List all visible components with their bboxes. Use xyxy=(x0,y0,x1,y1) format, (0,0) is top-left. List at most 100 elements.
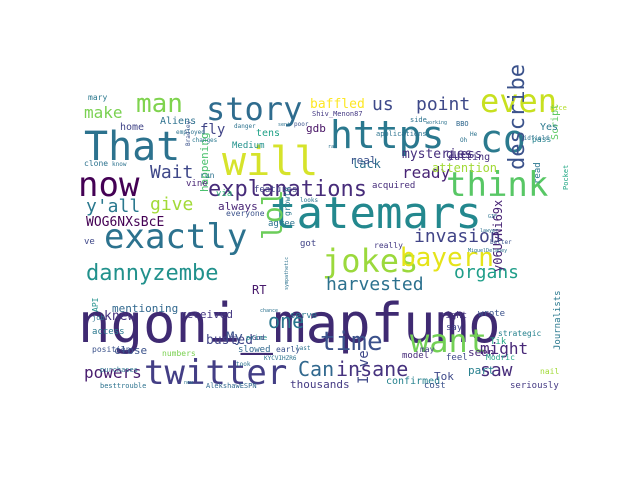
word-ve: ve xyxy=(84,237,95,247)
word-say: say xyxy=(446,323,463,333)
word-pocket: Pocket xyxy=(562,165,570,190)
word-numbers: numbers xyxy=(162,349,196,358)
word-applications: applications xyxy=(376,130,427,138)
word-looks: looks xyxy=(300,197,318,204)
word-danger: danger xyxy=(234,123,256,130)
word-lack: lack xyxy=(352,157,382,171)
word-saw: saw xyxy=(480,360,513,381)
word-tens: tens xyxy=(256,128,280,139)
word-kycvihzr6: KYCVIHZR6 xyxy=(264,355,297,362)
word-my: My xyxy=(226,330,243,346)
word-via: via xyxy=(216,189,232,199)
word-everyone: everyone xyxy=(226,209,265,218)
word-explanations: explanations xyxy=(208,177,367,202)
words-layer: ngoni_mapfumo tatemars https co That will stor… xyxy=(78,64,570,393)
word-cost: cost xyxy=(424,381,446,391)
word-y06uvni69x: y06UvNi69x xyxy=(491,200,505,272)
word-will: will xyxy=(222,139,318,185)
word-rt: RT xyxy=(252,283,266,297)
word-wog6nxsbce: WOG6NXsBcE xyxy=(86,215,164,230)
word-can: Can xyxy=(298,357,334,381)
word-chance: chance xyxy=(260,308,278,314)
word-part: part xyxy=(468,364,495,377)
word-nice: nice xyxy=(550,104,567,112)
word-medium: Medium xyxy=(232,141,265,151)
word-read: read xyxy=(533,162,543,184)
word-he: He xyxy=(470,131,478,138)
word-organs: organs xyxy=(454,262,519,283)
word-job: job xyxy=(92,314,105,322)
word-man: man xyxy=(136,89,183,119)
word-give: give xyxy=(150,194,193,215)
word-knew: knew xyxy=(104,309,135,324)
word-powers: powers xyxy=(84,363,142,382)
word-changes: changes xyxy=(192,137,218,144)
word-poor: poor xyxy=(294,121,309,128)
word-rac: rac xyxy=(328,144,337,150)
word-i-ve: I've xyxy=(356,350,372,384)
word-ready: ready xyxy=(402,163,451,182)
word-midfield: midfield xyxy=(520,135,549,142)
word-busted: busted xyxy=(206,333,253,348)
word-know: know xyxy=(112,161,127,168)
word-vine: vine xyxy=(186,179,208,189)
word-guess: guess xyxy=(446,147,482,161)
word-working: working xyxy=(426,120,447,126)
word-insane: insane xyxy=(336,357,408,381)
word-want: want xyxy=(410,322,487,360)
word-access: access xyxy=(92,327,125,337)
word-clone: clone xyxy=(84,159,108,168)
word-seen: seen xyxy=(468,346,495,359)
word-real: real xyxy=(350,154,377,167)
word-wait: Wait xyxy=(150,162,193,183)
word-even: even xyxy=(480,82,557,120)
word-better: better xyxy=(490,239,512,246)
word-harvested: harvested xyxy=(326,274,424,295)
word-gif: GIF xyxy=(488,214,497,220)
word-oh: Oh xyxy=(460,137,468,144)
word-side: side xyxy=(410,116,427,124)
word-bbo: BBO xyxy=(456,120,469,128)
word-thousands: thousands xyxy=(290,378,350,391)
word-acquired: acquired xyxy=(372,181,415,191)
word-might: might xyxy=(480,339,528,358)
word-sent: sent xyxy=(278,122,290,128)
word-yes: Yes xyxy=(540,122,558,133)
word-position: position xyxy=(92,345,131,354)
word-story: story xyxy=(206,90,302,128)
word-nail: nail xyxy=(540,367,559,376)
word-besttrouble: besttrouble xyxy=(100,382,146,390)
word-bayern: bayern xyxy=(400,243,494,273)
word-growth: growth xyxy=(283,187,292,216)
word-fly: fly xyxy=(200,122,225,138)
word-strategic: strategic xyxy=(498,329,542,338)
word-baffled: baffled xyxy=(310,97,365,112)
word-lawyer: lawyer xyxy=(480,228,498,234)
word-describe: describe xyxy=(505,64,530,170)
word-attention: attention xyxy=(432,161,497,175)
word-employed: employed xyxy=(176,129,205,136)
word-sympathetic: sympathetic xyxy=(284,257,290,290)
word-alekshawespn: AlekshawESPN xyxy=(206,382,257,390)
word-mentioning: mentioning xyxy=(112,302,178,315)
word-https: https xyxy=(330,113,444,157)
word-features: features xyxy=(254,185,297,195)
word-confirmed: confirmed xyxy=(386,376,440,387)
word-wrote: wrote xyxy=(478,309,505,319)
word-close: close xyxy=(114,344,147,357)
word-last: last xyxy=(296,345,311,352)
word-new: new xyxy=(184,380,194,386)
word-god: God xyxy=(252,334,265,342)
word-home: home xyxy=(120,122,144,133)
word-jokes: jokes xyxy=(322,242,418,280)
word-tik: Tik xyxy=(490,337,507,347)
word-slowed: slowed xyxy=(238,345,271,355)
word-agree: agree xyxy=(268,219,295,229)
word-bradley: Bradley xyxy=(185,120,192,146)
word-received: received xyxy=(180,308,233,321)
word-gdb: gdb xyxy=(306,122,326,135)
word-script: Script xyxy=(550,104,561,140)
word-api: API xyxy=(91,297,100,312)
word-migueldelaney: MiguelDelaney xyxy=(468,248,507,254)
